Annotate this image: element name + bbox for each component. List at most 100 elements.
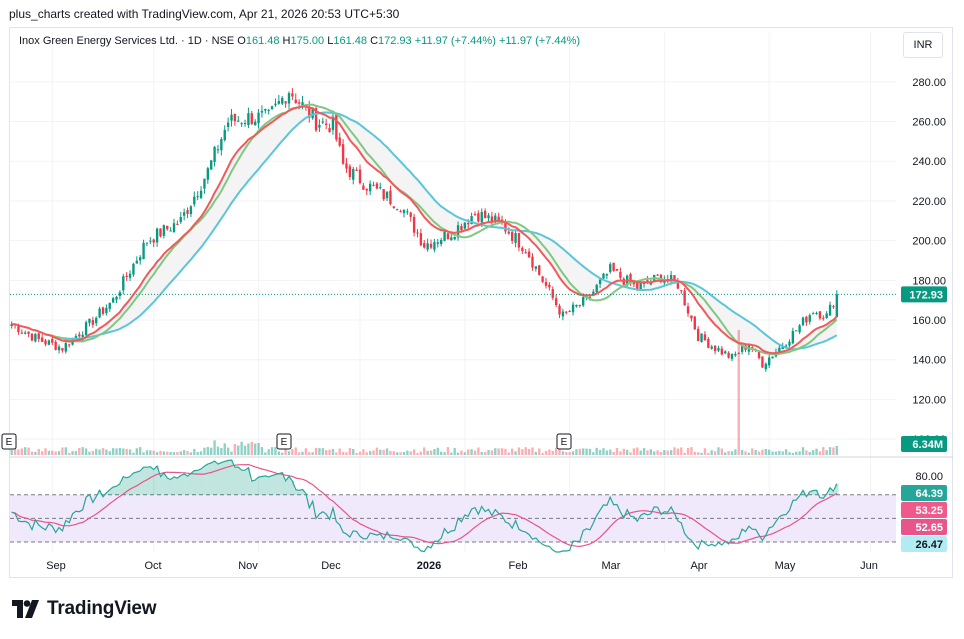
volume-bar xyxy=(463,452,467,455)
volume-bar xyxy=(544,450,548,455)
candle-body xyxy=(605,274,609,276)
candle-body xyxy=(740,346,744,352)
candle-body xyxy=(67,344,71,346)
rsi-overbought-fill xyxy=(165,477,169,495)
rsi-overbought-fill xyxy=(243,470,247,495)
change-value: +11.97 (+7.44%) xyxy=(414,35,496,47)
candle-body xyxy=(734,353,737,356)
candle-body xyxy=(541,276,544,282)
volume-bar xyxy=(135,448,138,455)
candle-body xyxy=(338,137,341,146)
volume-bar xyxy=(54,451,57,455)
volume-bar xyxy=(24,447,27,455)
candle-body xyxy=(609,264,612,272)
candle-body xyxy=(781,345,784,350)
candle-body xyxy=(318,124,321,128)
volume-bar xyxy=(179,451,182,455)
candle-body xyxy=(122,276,125,291)
volume-bar xyxy=(467,449,470,455)
volume-bar xyxy=(57,451,61,455)
candle-body xyxy=(162,225,166,236)
volume-bar xyxy=(362,449,365,455)
candle-body xyxy=(822,317,825,319)
candle-body xyxy=(321,121,324,123)
volume-bar xyxy=(680,447,683,455)
candle-body xyxy=(757,350,761,359)
volume-bar xyxy=(453,448,456,455)
gridlines xyxy=(10,33,953,552)
candle-body xyxy=(220,139,223,151)
candle-body xyxy=(368,183,372,192)
time-tick-label: Mar xyxy=(602,560,621,572)
volume-bar xyxy=(673,447,676,455)
candle-body xyxy=(544,282,548,286)
volume-bar xyxy=(379,449,382,455)
candle-body xyxy=(142,242,145,259)
low-label: L xyxy=(327,35,334,47)
candle-body xyxy=(406,211,409,213)
volume-bar xyxy=(98,449,101,455)
volume-bar xyxy=(524,447,527,455)
rsi-overbought-fill xyxy=(124,477,129,495)
volume-bar xyxy=(798,451,801,455)
volume-bar xyxy=(822,447,825,455)
volume-bar xyxy=(40,451,44,455)
candle-body xyxy=(264,109,267,111)
volume-bar xyxy=(659,451,663,455)
volume-bar xyxy=(67,452,71,455)
volume-bar xyxy=(372,450,375,455)
rsi-overbought-fill xyxy=(223,461,227,495)
rsi-overbought-fill xyxy=(172,476,176,495)
volume-bar xyxy=(27,447,30,455)
candle-body xyxy=(365,189,368,191)
volume-bar xyxy=(490,450,494,455)
price-tick-label: 180.00 xyxy=(912,275,946,287)
candle-body xyxy=(507,231,510,234)
candle-body xyxy=(720,348,724,355)
volume-bar xyxy=(500,448,504,455)
volume-bar xyxy=(771,451,774,455)
volume-bar xyxy=(308,452,311,455)
last-volume-label-bg xyxy=(901,436,947,452)
volume-bar xyxy=(64,447,67,455)
candle-body xyxy=(243,122,247,124)
candle-body xyxy=(240,123,243,125)
volume-bar xyxy=(402,451,406,455)
candle-body xyxy=(270,106,274,110)
rsi-overbought-fill xyxy=(267,476,271,495)
volume-bar xyxy=(473,450,477,455)
candle-body xyxy=(673,275,676,281)
volume-bar xyxy=(487,449,490,455)
rsi-overbought-fill xyxy=(114,486,119,495)
volume-bar xyxy=(612,451,615,455)
candle-body xyxy=(433,242,436,250)
volume-bar xyxy=(656,450,659,455)
volume-bar xyxy=(439,451,443,455)
volume-bar xyxy=(291,449,294,455)
volume-bar xyxy=(808,451,811,455)
candle-body xyxy=(636,282,639,290)
candle-body xyxy=(683,290,686,306)
volume-bar xyxy=(521,449,524,455)
volume-bar xyxy=(240,441,243,455)
symbol-name[interactable]: Inox Green Energy Services Ltd. · 1D · N… xyxy=(19,35,235,47)
volume-bar xyxy=(676,448,680,455)
candle-body xyxy=(832,306,835,308)
volume-bar xyxy=(538,448,541,455)
candle-body xyxy=(439,240,443,245)
candle-body xyxy=(470,215,473,225)
candle-body xyxy=(47,340,51,345)
open-label: O xyxy=(237,35,246,47)
candle-body xyxy=(639,283,642,290)
candle-body xyxy=(467,222,470,225)
candle-body xyxy=(835,294,839,318)
tradingview-logo[interactable]: TradingView xyxy=(12,598,157,620)
volume-bar xyxy=(578,448,581,455)
currency-button[interactable]: INR xyxy=(903,32,943,58)
candle-body xyxy=(352,168,355,180)
candle-body xyxy=(524,252,527,254)
candle-body xyxy=(186,210,189,214)
candle-body xyxy=(372,184,375,186)
rsi-overbought-fill xyxy=(97,490,102,495)
